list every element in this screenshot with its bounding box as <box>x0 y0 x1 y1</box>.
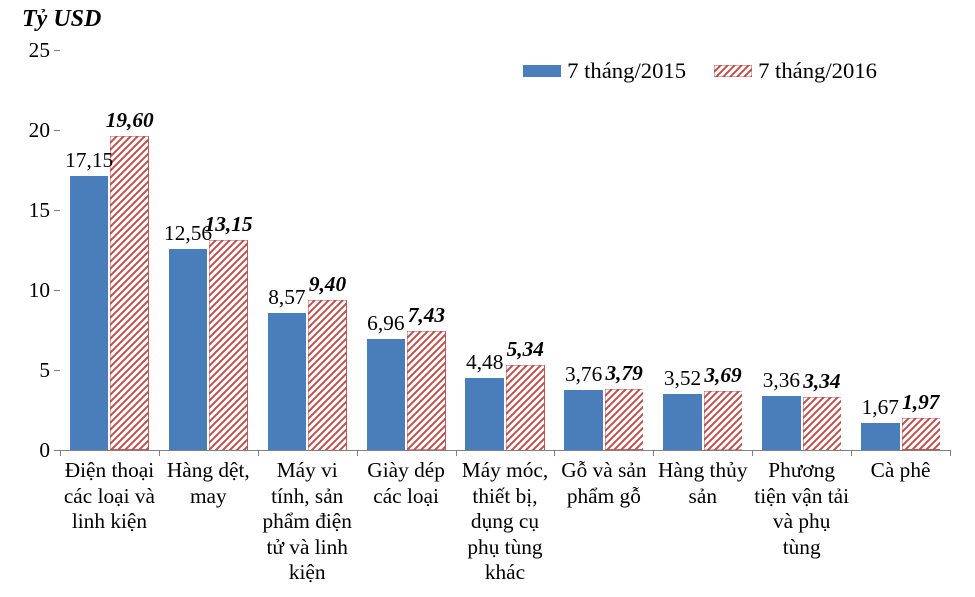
y-tick-mark <box>54 130 60 131</box>
category-label: Phương tiện vận tải và phụ tùng <box>752 458 851 560</box>
legend-swatch-solid <box>523 65 561 77</box>
x-tick-mark <box>950 450 951 456</box>
bar-series-b <box>407 331 446 450</box>
y-tick-label: 20 <box>15 118 50 143</box>
bar-chart: Tỷ USD 7 tháng/2015 7 tháng/2016 0 5 10 15 20… <box>0 0 975 597</box>
bar-series-a <box>70 176 109 450</box>
category-label: Điện thoại các loại và linh kiện <box>60 458 159 535</box>
bar-series-a <box>564 390 603 450</box>
bar-series-b <box>209 240 248 450</box>
x-tick-mark <box>258 450 259 456</box>
bar-series-a <box>861 423 900 450</box>
category-label: Máy móc, thiết bị, dụng cụ phụ tùng khác <box>456 458 555 586</box>
category-label: Hàng dệt, may <box>159 458 258 509</box>
data-label-series-b: 9,40 <box>292 272 362 297</box>
bar-series-b <box>902 418 941 450</box>
y-tick-label: 10 <box>15 278 50 303</box>
bar-series-a <box>663 394 702 450</box>
data-label-series-a: 17,15 <box>54 148 124 173</box>
category-label: Cà phê <box>851 458 950 484</box>
x-tick-mark <box>653 450 654 456</box>
x-tick-mark <box>456 450 457 456</box>
y-tick-label: 0 <box>15 438 50 463</box>
y-tick-label: 5 <box>15 358 50 383</box>
legend: 7 tháng/2015 7 tháng/2016 <box>523 56 905 84</box>
data-label-series-b: 19,60 <box>95 108 165 133</box>
data-label-series-b: 3,34 <box>787 369 857 394</box>
y-tick-mark <box>54 210 60 211</box>
bar-series-a <box>762 396 801 450</box>
y-tick-label: 15 <box>15 198 50 223</box>
category-label: Giày dép các loại <box>357 458 456 509</box>
bar-series-b <box>803 397 842 450</box>
bar-series-b <box>308 300 347 450</box>
x-tick-mark <box>357 450 358 456</box>
bar-series-b <box>704 391 743 450</box>
legend-item: 7 tháng/2015 <box>523 56 686 84</box>
data-label-series-b: 7,43 <box>391 303 461 328</box>
legend-label: 7 tháng/2016 <box>758 58 877 83</box>
x-tick-mark <box>60 450 61 456</box>
category-label: Máy vi tính, sản phẩm điện tử và linh ki… <box>258 458 357 586</box>
y-tick-mark <box>54 50 60 51</box>
y-axis-title: Tỷ USD <box>22 6 101 33</box>
x-tick-mark <box>752 450 753 456</box>
bar-series-b <box>605 389 644 450</box>
category-label: Hàng thủy sản <box>653 458 752 509</box>
bar-series-a <box>367 339 406 450</box>
bar-series-a <box>465 378 504 450</box>
data-label-series-b: 5,34 <box>490 337 560 362</box>
legend-label: 7 tháng/2015 <box>567 58 686 83</box>
y-tick-label: 25 <box>15 38 50 63</box>
y-tick-mark <box>54 370 60 371</box>
x-tick-mark <box>554 450 555 456</box>
data-label-series-b: 13,15 <box>194 212 264 237</box>
category-label: Gỗ và sản phẩm gỗ <box>554 458 653 509</box>
y-tick-mark <box>54 290 60 291</box>
bar-series-a <box>169 249 208 450</box>
bar-series-a <box>268 313 307 450</box>
bar-series-b <box>506 365 545 450</box>
x-tick-mark <box>159 450 160 456</box>
bar-series-b <box>110 136 149 450</box>
legend-swatch-hatch <box>714 65 752 77</box>
x-tick-mark <box>851 450 852 456</box>
legend-item: 7 tháng/2016 <box>714 56 877 84</box>
data-label-series-b: 1,97 <box>886 390 956 415</box>
